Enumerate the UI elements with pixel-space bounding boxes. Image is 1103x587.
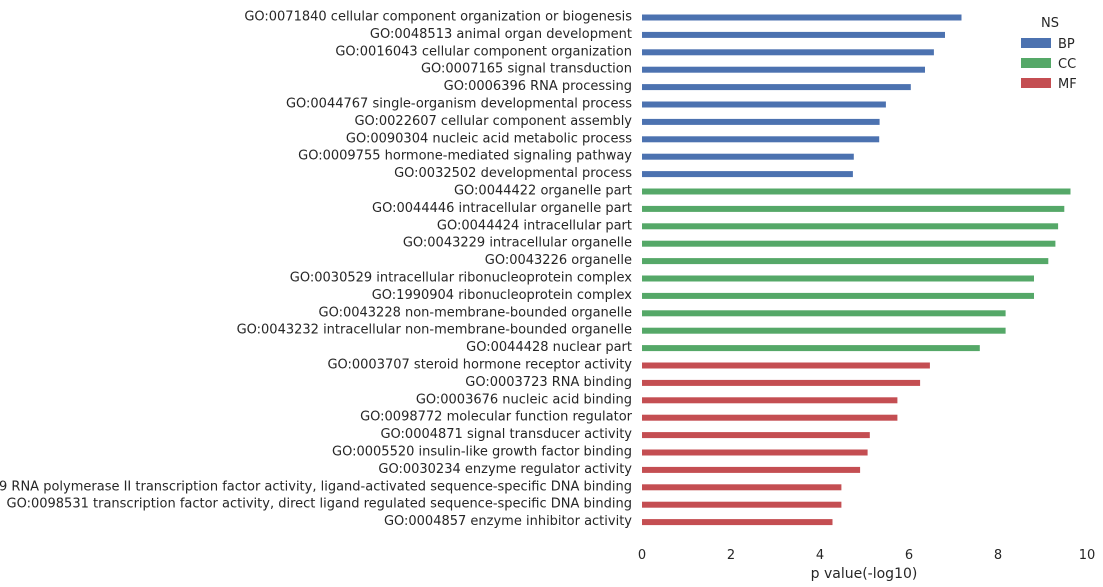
y-tick-label: GO:0071840 cellular component organizati… bbox=[244, 10, 632, 25]
bar bbox=[642, 379, 921, 386]
x-tick-label: 2 bbox=[727, 548, 735, 563]
bar bbox=[642, 327, 1006, 334]
bar bbox=[642, 223, 1059, 230]
y-tick-label: GO:0098772 molecular function regulator bbox=[360, 410, 633, 425]
bar bbox=[642, 501, 842, 508]
bar bbox=[642, 449, 868, 456]
y-tick-label: GO:0090304 nucleic acid metabolic proces… bbox=[346, 131, 632, 146]
bar bbox=[642, 519, 833, 526]
y-tick-label: GO:0044428 nuclear part bbox=[466, 340, 632, 355]
bar bbox=[642, 466, 861, 473]
y-tick-label: GO:0003676 nucleic acid binding bbox=[416, 392, 632, 407]
y-tick-label: GO:0043229 intracellular organelle bbox=[403, 236, 632, 251]
legend-swatch bbox=[1021, 58, 1051, 68]
bar bbox=[642, 66, 925, 73]
bar bbox=[642, 310, 1006, 317]
x-tick-label: 4 bbox=[816, 548, 824, 563]
y-tick-label: GO:0044422 organelle part bbox=[454, 184, 632, 199]
y-tick-label: GO:0044767 single-organism developmental… bbox=[286, 97, 632, 112]
x-tick-labels: 0 2 4 6 8 10 bbox=[638, 548, 1095, 563]
bar bbox=[642, 275, 1034, 282]
bar bbox=[642, 31, 945, 38]
legend-label: CC bbox=[1058, 57, 1076, 72]
legend-label: BP bbox=[1058, 37, 1075, 52]
y-tick-label: GO:0048513 animal organ development bbox=[370, 27, 632, 42]
y-tick-label: GO:0004879 RNA polymerase II transcripti… bbox=[0, 479, 632, 494]
y-tick-label: GO:0004857 enzyme inhibitor activity bbox=[384, 514, 632, 529]
y-tick-label: GO:0003723 RNA binding bbox=[465, 375, 632, 390]
x-tick-label: 8 bbox=[994, 548, 1002, 563]
y-tick-label: GO:0043226 organelle bbox=[485, 253, 632, 268]
y-tick-label: GO:0006396 RNA processing bbox=[444, 79, 632, 94]
y-tick-label: GO:0022607 cellular component assembly bbox=[354, 114, 632, 129]
y-tick-label: GO:0007165 signal transduction bbox=[421, 62, 632, 77]
x-tick-label: 10 bbox=[1079, 548, 1096, 563]
bar bbox=[642, 14, 962, 21]
x-axis-label: p value(-log10) bbox=[811, 566, 918, 582]
y-tick-label: GO:0032502 developmental process bbox=[394, 166, 632, 181]
y-tick-label: GO:0044446 intracellular organelle part bbox=[372, 201, 632, 216]
bar bbox=[642, 484, 842, 491]
bar bbox=[642, 101, 886, 108]
y-tick-label: GO:0043232 intracellular non-membrane-bo… bbox=[237, 323, 632, 338]
bar bbox=[642, 84, 911, 91]
y-tick-label: GO:0005520 insulin-like growth factor bi… bbox=[332, 445, 632, 460]
y-tick-label: GO:0098531 transcription factor activity… bbox=[7, 497, 632, 512]
legend-title: NS bbox=[1041, 16, 1059, 31]
y-tick-label: GO:0004871 signal transducer activity bbox=[380, 427, 632, 442]
y-tick-label: GO:0016043 cellular component organizati… bbox=[335, 44, 632, 59]
bar bbox=[642, 292, 1034, 299]
legend-swatch bbox=[1021, 38, 1051, 48]
bar bbox=[642, 118, 880, 125]
y-tick-label: GO:0044424 intracellular part bbox=[437, 218, 632, 233]
bar bbox=[642, 345, 980, 352]
y-tick-label: GO:0030234 enzyme regulator activity bbox=[378, 462, 632, 477]
bar bbox=[642, 240, 1056, 247]
legend-swatch bbox=[1021, 78, 1051, 88]
bar bbox=[642, 171, 853, 178]
bar bbox=[642, 414, 898, 421]
bar bbox=[642, 362, 930, 369]
bar bbox=[642, 153, 854, 160]
y-tick-labels: GO:0071840 cellular component organizati… bbox=[0, 10, 633, 530]
bar bbox=[642, 205, 1065, 212]
bars-group bbox=[642, 14, 1071, 526]
bar bbox=[642, 258, 1049, 265]
bar bbox=[642, 432, 870, 439]
x-tick-label: 0 bbox=[638, 548, 646, 563]
y-tick-label: GO:0009755 hormone-mediated signaling pa… bbox=[298, 149, 632, 164]
bar bbox=[642, 49, 934, 56]
bar bbox=[642, 397, 898, 404]
legend: NS BP CC MF bbox=[1021, 16, 1077, 92]
legend-label: MF bbox=[1058, 77, 1077, 92]
x-tick-label: 6 bbox=[905, 548, 913, 563]
y-tick-label: GO:0043228 non-membrane-bounded organell… bbox=[319, 305, 633, 320]
bar bbox=[642, 136, 880, 143]
y-tick-label: GO:0003707 steroid hormone receptor acti… bbox=[327, 358, 632, 373]
bar bbox=[642, 188, 1071, 195]
y-tick-label: GO:1990904 ribonucleoprotein complex bbox=[372, 288, 633, 303]
y-tick-label: GO:0030529 intracellular ribonucleoprote… bbox=[290, 271, 633, 286]
